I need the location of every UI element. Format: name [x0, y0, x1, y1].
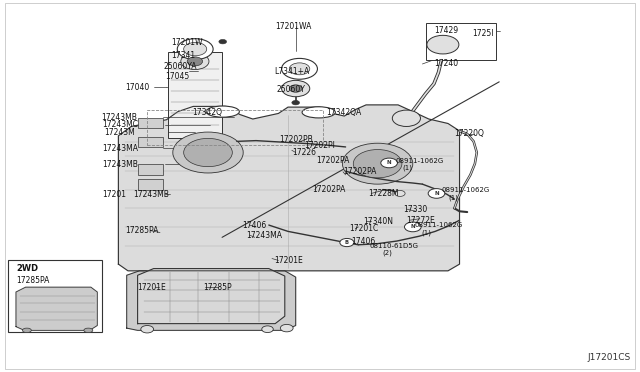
Text: (1): (1) — [448, 195, 458, 201]
Polygon shape — [127, 271, 296, 330]
Text: 17285PA: 17285PA — [16, 276, 49, 285]
Circle shape — [180, 53, 209, 70]
Text: B: B — [345, 240, 349, 245]
Circle shape — [282, 80, 310, 97]
Text: 17243M: 17243M — [104, 128, 135, 137]
Ellipse shape — [302, 107, 335, 118]
Text: 17341: 17341 — [172, 51, 196, 60]
Bar — [138, 118, 163, 128]
Text: 17285PA: 17285PA — [125, 226, 158, 235]
Text: J17201CS: J17201CS — [587, 353, 630, 362]
Bar — [426, 23, 496, 60]
Bar — [147, 110, 323, 145]
Circle shape — [184, 42, 207, 56]
Text: 25060Y: 25060Y — [276, 85, 305, 94]
Text: 17342QA: 17342QA — [326, 108, 362, 117]
Text: 17202PI: 17202PI — [305, 141, 335, 150]
Circle shape — [173, 132, 243, 173]
Circle shape — [141, 326, 154, 333]
Text: 08911-1062G: 08911-1062G — [442, 187, 490, 193]
Ellipse shape — [22, 328, 31, 333]
Circle shape — [342, 143, 413, 184]
Circle shape — [381, 158, 397, 168]
Circle shape — [280, 324, 293, 332]
Text: 08911-1062G: 08911-1062G — [396, 158, 444, 164]
Text: 17272E: 17272E — [406, 216, 435, 225]
Text: 17243MB: 17243MB — [133, 190, 169, 199]
Bar — [138, 179, 163, 190]
Circle shape — [428, 189, 445, 198]
Text: 17201E: 17201E — [138, 283, 166, 292]
Circle shape — [392, 110, 420, 126]
Text: 17406: 17406 — [242, 221, 266, 230]
Bar — [168, 52, 222, 138]
Bar — [8, 260, 102, 332]
Circle shape — [177, 39, 213, 60]
Circle shape — [289, 85, 302, 92]
Text: 17201: 17201 — [102, 190, 127, 199]
Text: 17240: 17240 — [434, 60, 458, 68]
Text: 17040: 17040 — [125, 83, 149, 92]
Circle shape — [289, 63, 310, 75]
Circle shape — [340, 238, 354, 247]
Text: 17202PA: 17202PA — [343, 167, 376, 176]
Ellipse shape — [84, 328, 93, 333]
Text: 17201W: 17201W — [172, 38, 203, 47]
Text: 17201C: 17201C — [349, 224, 378, 233]
Text: 1725I: 1725I — [472, 29, 494, 38]
Text: 17045: 17045 — [165, 72, 189, 81]
Text: 17285P: 17285P — [204, 283, 232, 292]
Text: 17429: 17429 — [434, 26, 458, 35]
Circle shape — [292, 100, 300, 105]
Text: 17228M: 17228M — [369, 189, 399, 198]
Bar — [138, 137, 163, 147]
Circle shape — [282, 58, 317, 79]
Circle shape — [219, 39, 227, 44]
Circle shape — [187, 57, 202, 66]
Text: 17243MB: 17243MB — [101, 113, 137, 122]
Text: (2): (2) — [383, 250, 392, 256]
Text: 17201E: 17201E — [274, 256, 303, 265]
Circle shape — [395, 190, 405, 196]
Text: (1): (1) — [421, 229, 431, 236]
Polygon shape — [16, 287, 97, 330]
Text: 17340N: 17340N — [364, 217, 394, 226]
Text: 17202PA: 17202PA — [312, 185, 346, 194]
Circle shape — [262, 326, 273, 333]
Text: 17226: 17226 — [292, 148, 316, 157]
Text: (1): (1) — [402, 164, 412, 171]
Circle shape — [404, 222, 421, 232]
Text: 25060YA: 25060YA — [163, 62, 196, 71]
Text: 2WD: 2WD — [16, 264, 38, 273]
Bar — [138, 164, 163, 175]
Text: 17243MA: 17243MA — [102, 144, 138, 153]
Text: 17243MC: 17243MC — [102, 120, 138, 129]
Text: 17201WA: 17201WA — [275, 22, 312, 31]
Text: 17202PA: 17202PA — [316, 156, 349, 165]
Circle shape — [184, 138, 232, 167]
Text: N: N — [410, 224, 415, 230]
Text: 08110-61D5G: 08110-61D5G — [370, 243, 419, 249]
Text: 17330: 17330 — [403, 205, 428, 214]
Text: 17202PB: 17202PB — [279, 135, 313, 144]
Text: 17406: 17406 — [351, 237, 375, 246]
Text: N: N — [434, 191, 439, 196]
Text: 17220Q: 17220Q — [454, 129, 484, 138]
Text: 17243MA: 17243MA — [246, 231, 282, 240]
Ellipse shape — [206, 106, 239, 117]
Circle shape — [353, 150, 402, 178]
Polygon shape — [118, 105, 460, 271]
Text: 17342Q: 17342Q — [192, 108, 222, 117]
Circle shape — [427, 35, 459, 54]
Text: 08911-1062G: 08911-1062G — [415, 222, 463, 228]
Text: 17243MB: 17243MB — [102, 160, 138, 169]
Polygon shape — [138, 269, 285, 324]
Text: L7341+A: L7341+A — [274, 67, 309, 76]
Text: N: N — [387, 160, 392, 166]
